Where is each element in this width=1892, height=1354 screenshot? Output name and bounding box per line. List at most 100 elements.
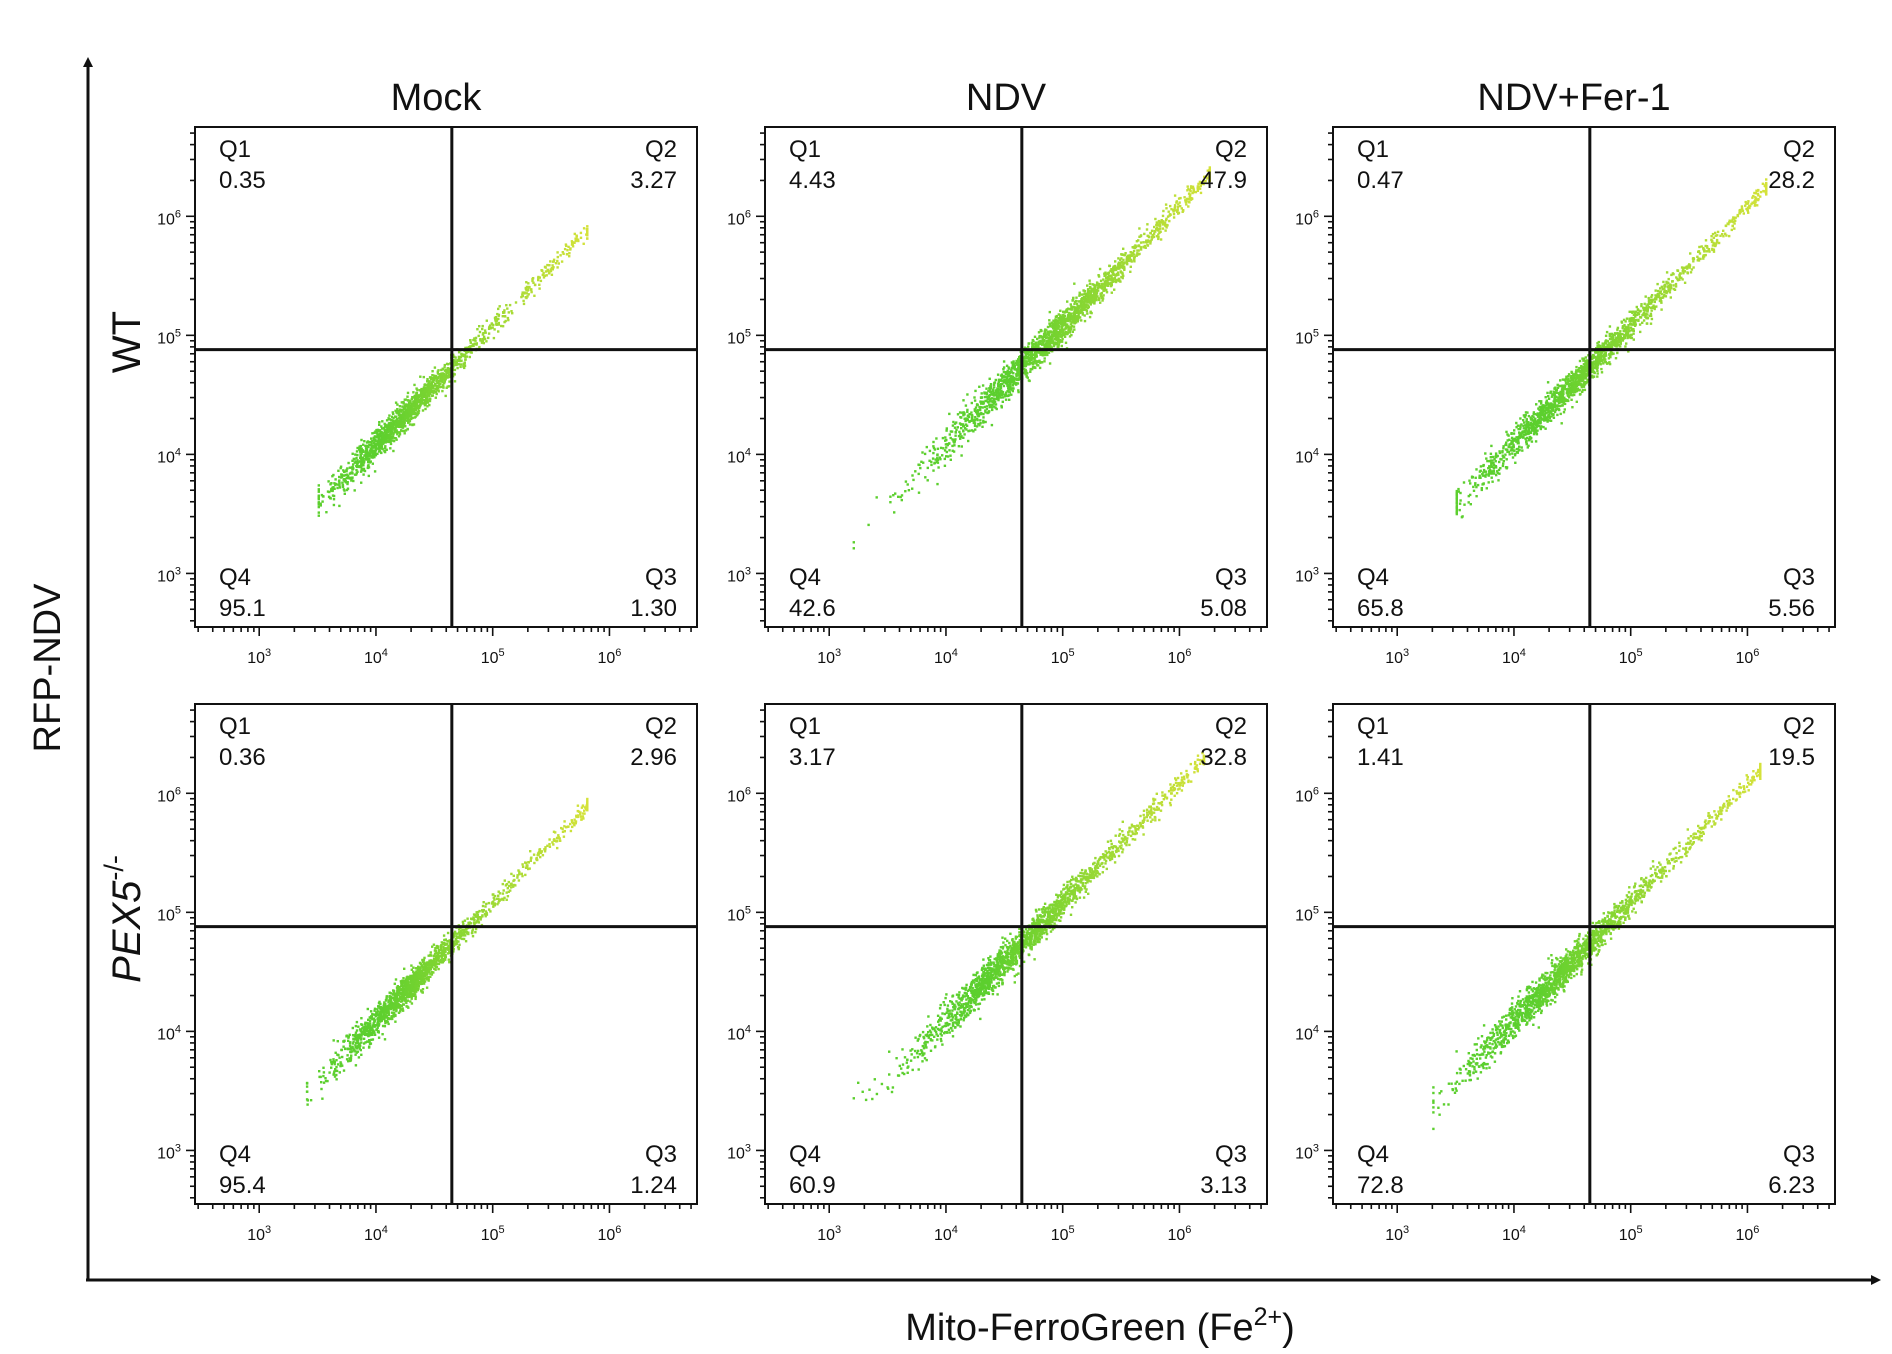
data-point	[412, 417, 414, 419]
data-point	[953, 444, 955, 446]
data-point	[1567, 394, 1569, 396]
data-point	[1729, 220, 1731, 222]
data-point	[378, 440, 380, 442]
data-point	[1655, 298, 1657, 300]
data-point	[1667, 282, 1669, 284]
data-point	[1164, 229, 1166, 231]
data-point	[1649, 299, 1651, 301]
data-point	[416, 396, 418, 398]
data-point	[1691, 268, 1693, 270]
data-point	[430, 378, 432, 380]
scatter-panel: 103103104104105105106106Q10.47Q228.2Q35.…	[1295, 127, 1835, 667]
data-point	[1007, 390, 1009, 392]
data-point	[958, 431, 960, 433]
data-point	[388, 430, 390, 432]
data-point	[1084, 320, 1086, 322]
data-point	[942, 447, 944, 449]
data-point	[1140, 248, 1142, 250]
data-point	[338, 476, 340, 478]
data-point	[1165, 207, 1167, 209]
data-point	[376, 453, 378, 455]
data-point	[542, 272, 544, 274]
data-point	[502, 325, 504, 327]
data-point	[1093, 296, 1095, 298]
data-point	[961, 445, 963, 447]
scatter-panel: 103103104104105105106106Q14.43Q247.9Q35.…	[727, 127, 1267, 667]
data-point	[503, 309, 505, 311]
data-point	[333, 504, 335, 506]
data-point	[483, 336, 485, 338]
data-point	[1540, 425, 1542, 427]
data-point	[1082, 312, 1084, 314]
data-point	[439, 382, 441, 384]
data-point	[413, 396, 415, 398]
data-point	[928, 460, 930, 462]
data-point	[362, 473, 364, 475]
data-point	[1480, 465, 1482, 467]
data-point	[1564, 408, 1566, 410]
data-point	[1575, 371, 1577, 373]
data-point	[1554, 387, 1556, 389]
data-point	[1639, 316, 1641, 318]
data-point	[544, 266, 546, 268]
data-point	[1017, 391, 1019, 393]
data-point	[957, 413, 959, 415]
data-point	[343, 478, 345, 480]
data-point	[1069, 326, 1071, 328]
data-point	[525, 287, 527, 289]
data-point	[1096, 289, 1098, 291]
data-point	[991, 397, 993, 399]
data-point	[1640, 303, 1642, 305]
y-tick-label-base: 10	[157, 330, 175, 347]
data-point	[367, 446, 369, 448]
data-point	[1011, 380, 1013, 382]
data-point	[984, 392, 986, 394]
data-point	[1126, 259, 1128, 261]
data-point	[1062, 314, 1064, 316]
data-point	[388, 414, 390, 416]
data-point	[434, 366, 436, 368]
data-point	[509, 304, 511, 306]
x-tick-label: 104	[364, 647, 388, 667]
data-point	[418, 410, 420, 412]
data-point	[389, 447, 391, 449]
data-point	[1086, 312, 1088, 314]
data-point	[511, 312, 513, 314]
data-point	[1016, 360, 1018, 362]
data-point	[1087, 288, 1089, 290]
data-point	[392, 422, 394, 424]
data-point	[1459, 509, 1461, 511]
data-point	[1165, 203, 1167, 205]
data-point	[979, 419, 981, 421]
data-point	[1062, 331, 1064, 333]
data-point	[1505, 431, 1507, 433]
data-point	[1084, 298, 1086, 300]
data-point	[1138, 227, 1140, 229]
data-point	[1095, 284, 1097, 286]
data-point	[1193, 189, 1195, 191]
data-point	[1034, 336, 1036, 338]
data-point	[1126, 256, 1128, 258]
data-point	[1056, 320, 1058, 322]
data-point	[373, 432, 375, 434]
data-point	[1521, 449, 1523, 451]
data-point	[389, 435, 391, 437]
data-point	[532, 277, 534, 279]
data-point	[918, 464, 920, 466]
data-point	[1675, 283, 1677, 285]
data-point	[334, 478, 336, 480]
data-point	[1646, 310, 1648, 312]
data-point	[420, 398, 422, 400]
data-point	[1081, 299, 1083, 301]
data-point	[1075, 300, 1077, 302]
data-point	[479, 339, 481, 341]
data-point	[1010, 394, 1012, 396]
y-tick-label: 105	[157, 327, 181, 347]
data-point	[569, 248, 571, 250]
data-point	[548, 271, 550, 273]
row-label: PEX5-/-	[99, 855, 149, 983]
data-point	[1120, 271, 1122, 273]
data-point	[1076, 303, 1078, 305]
data-point	[359, 465, 361, 467]
data-point	[1102, 283, 1104, 285]
